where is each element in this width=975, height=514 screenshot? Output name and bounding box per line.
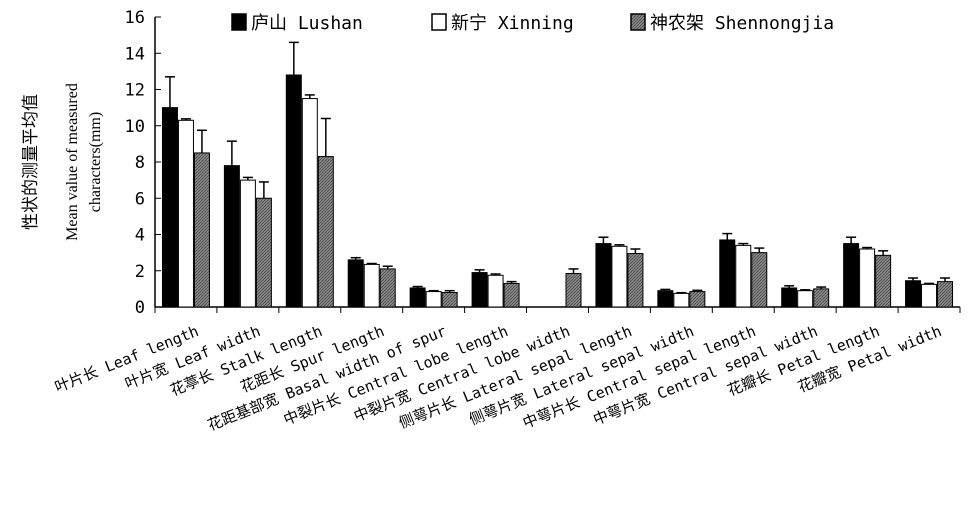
bar: [471, 272, 488, 308]
y-axis-title: 性状的测量平均值 Mean value of measured characte…: [21, 83, 104, 241]
bar: [317, 156, 334, 308]
y-axis-title-en-line2: characters(mm): [87, 112, 104, 212]
bar: [937, 281, 954, 308]
y-tick-label: 4: [135, 226, 145, 246]
bar: [875, 254, 892, 308]
legend-swatch: [431, 13, 447, 31]
bar: [673, 292, 690, 308]
bar: [255, 197, 272, 308]
bar: [503, 282, 520, 308]
y-axis-title-en-line1: Mean value of measured: [64, 83, 81, 241]
bar: [813, 288, 830, 308]
y-tick-label: 10: [125, 117, 145, 137]
y-tick-label: 6: [135, 189, 145, 209]
y-tick-label: 2: [135, 262, 145, 282]
bar: [565, 272, 582, 308]
bar: [751, 252, 768, 308]
bar: [781, 287, 798, 308]
legend-swatch: [630, 13, 646, 31]
bar: [223, 165, 240, 308]
y-axis-ticks: 0 2 4 6 8 10 12 14 16: [125, 8, 161, 318]
y-tick-label: 14: [125, 44, 145, 64]
legend: 庐山 Lushan 新宁 Xinning 神农架 Shennongjia: [231, 13, 834, 34]
bar: [409, 287, 426, 308]
bar: [379, 268, 396, 308]
bar: [611, 245, 628, 308]
bar: [363, 263, 380, 308]
bar: [735, 244, 752, 308]
legend-label: 庐山 Lushan: [251, 13, 363, 34]
bar: [627, 253, 644, 308]
bar: [285, 74, 302, 308]
y-tick-label: 16: [125, 8, 145, 28]
y-axis-title-zh: 性状的测量平均值: [21, 94, 41, 230]
bar: [425, 291, 442, 308]
bar: [595, 243, 612, 308]
bar: [239, 179, 256, 308]
y-tick-label: 12: [125, 81, 145, 101]
bar: [193, 152, 210, 308]
legend-swatch: [231, 13, 247, 31]
y-tick-label: 0: [135, 298, 145, 318]
bar: [905, 280, 922, 308]
bar: [161, 107, 178, 308]
legend-label: 神农架 Shennongjia: [650, 13, 834, 34]
bar: [843, 243, 860, 308]
axes: [154, 17, 961, 313]
bars: [161, 41, 954, 308]
bar: [301, 98, 318, 308]
legend-label: 新宁 Xinning: [451, 13, 574, 34]
bar: [657, 290, 674, 308]
bar: [859, 248, 876, 308]
bar: [719, 239, 736, 308]
bar: [487, 274, 504, 308]
bar: [347, 259, 364, 308]
bar: [689, 291, 706, 308]
bar: [921, 283, 938, 308]
bar: [797, 290, 814, 308]
bar: [177, 119, 194, 308]
bar: [441, 292, 458, 308]
y-tick-label: 8: [135, 153, 145, 173]
